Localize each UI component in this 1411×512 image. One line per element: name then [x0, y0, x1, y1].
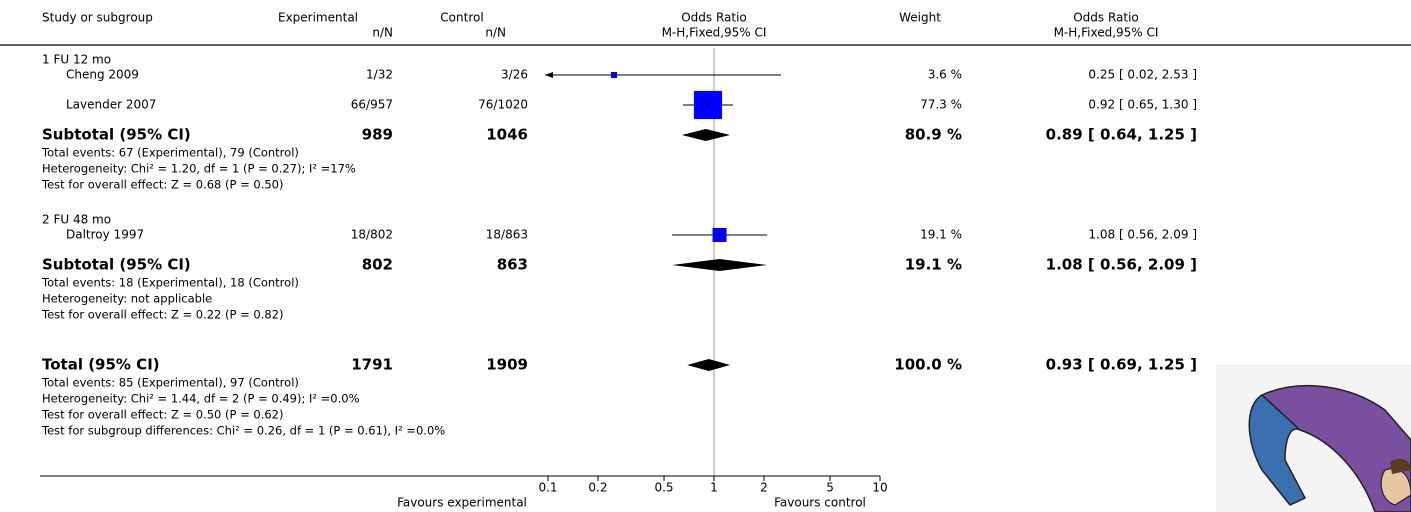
weight-label: 100.0 %	[894, 356, 962, 374]
ci-label: 1.08 [ 0.56, 2.09 ]	[1088, 228, 1197, 242]
control-n: 1046	[486, 126, 528, 144]
pooled-note: Test for overall effect: Z = 0.22 (P = 0…	[41, 308, 284, 322]
header-plot-sub: M-H,Fixed,95% CI	[662, 26, 767, 40]
pooled-note: Heterogeneity: Chi² = 1.20, df = 1 (P = …	[42, 162, 356, 176]
x-tick-label: 1	[710, 481, 718, 495]
pooled-diamond	[687, 359, 731, 371]
pooled-label: Subtotal (95% CI)	[42, 256, 191, 274]
ci-label: 0.92 [ 0.65, 1.30 ]	[1088, 98, 1197, 112]
experimental-n: 18/802	[351, 228, 393, 242]
ci-arrow	[545, 72, 553, 78]
weight-label: 19.1 %	[920, 228, 962, 242]
study-name: Lavender 2007	[66, 98, 156, 112]
header-experimental: Experimental	[278, 11, 358, 25]
experimental-n: 66/957	[351, 98, 393, 112]
illustration	[1216, 364, 1411, 512]
pooled-label: Total (95% CI)	[42, 356, 160, 374]
ci-label: 0.25 [ 0.02, 2.53 ]	[1088, 68, 1197, 82]
experimental-n: 1791	[351, 356, 393, 374]
weight-label: 77.3 %	[920, 98, 962, 112]
control-n: 3/26	[501, 68, 528, 82]
pooled-note: Test for overall effect: Z = 0.50 (P = 0…	[41, 408, 284, 422]
favours-right: Favours control	[774, 496, 866, 510]
experimental-n: 989	[362, 126, 393, 144]
subgroup-label: 2 FU 48 mo	[42, 213, 111, 227]
x-tick-label: 0.1	[538, 481, 557, 495]
experimental-n: 1/32	[366, 68, 393, 82]
study-name: Cheng 2009	[66, 68, 139, 82]
pooled-note: Total events: 67 (Experimental), 79 (Con…	[41, 146, 299, 160]
pooled-note: Heterogeneity: Chi² = 1.44, df = 2 (P = …	[42, 392, 360, 406]
control-n: 18/863	[486, 228, 528, 242]
x-tick-label: 0.2	[588, 481, 607, 495]
header-plot: Odds Ratio	[681, 11, 747, 25]
pooled-diamond	[681, 129, 731, 141]
study-name: Daltroy 1997	[66, 228, 144, 242]
header-control-sub: n/N	[485, 26, 506, 40]
header-weight: Weight	[899, 11, 941, 25]
weight-label: 19.1 %	[905, 256, 962, 274]
pooled-label: Subtotal (95% CI)	[42, 126, 191, 144]
x-tick-label: 2	[760, 481, 768, 495]
subgroup-label: 1 FU 12 mo	[42, 53, 111, 67]
control-n: 1909	[486, 356, 528, 374]
header-effect-sub: M-H,Fixed,95% CI	[1054, 26, 1159, 40]
control-n: 76/1020	[478, 98, 528, 112]
header-study: Study or subgroup	[42, 11, 153, 25]
header-effect: Odds Ratio	[1073, 11, 1139, 25]
ci-label: 1.08 [ 0.56, 2.09 ]	[1046, 256, 1197, 274]
control-n: 863	[497, 256, 528, 274]
pooled-note: Test for subgroup differences: Chi² = 0.…	[41, 424, 445, 438]
x-tick-label: 0.5	[654, 481, 673, 495]
pooled-note: Total events: 18 (Experimental), 18 (Con…	[41, 276, 299, 290]
ci-label: 0.89 [ 0.64, 1.25 ]	[1046, 126, 1197, 144]
header-control: Control	[440, 11, 483, 25]
pooled-note: Test for overall effect: Z = 0.68 (P = 0…	[41, 178, 284, 192]
favours-left: Favours experimental	[397, 496, 527, 510]
weight-label: 80.9 %	[905, 126, 962, 144]
header-experimental-sub: n/N	[372, 26, 393, 40]
pooled-note: Heterogeneity: not applicable	[42, 292, 212, 306]
experimental-n: 802	[362, 256, 393, 274]
x-tick-label: 5	[826, 481, 834, 495]
ci-label: 0.93 [ 0.69, 1.25 ]	[1046, 356, 1197, 374]
x-tick-label: 10	[872, 481, 887, 495]
weight-label: 3.6 %	[928, 68, 962, 82]
pooled-note: Total events: 85 (Experimental), 97 (Con…	[41, 376, 299, 390]
pooled-diamond	[672, 259, 768, 271]
